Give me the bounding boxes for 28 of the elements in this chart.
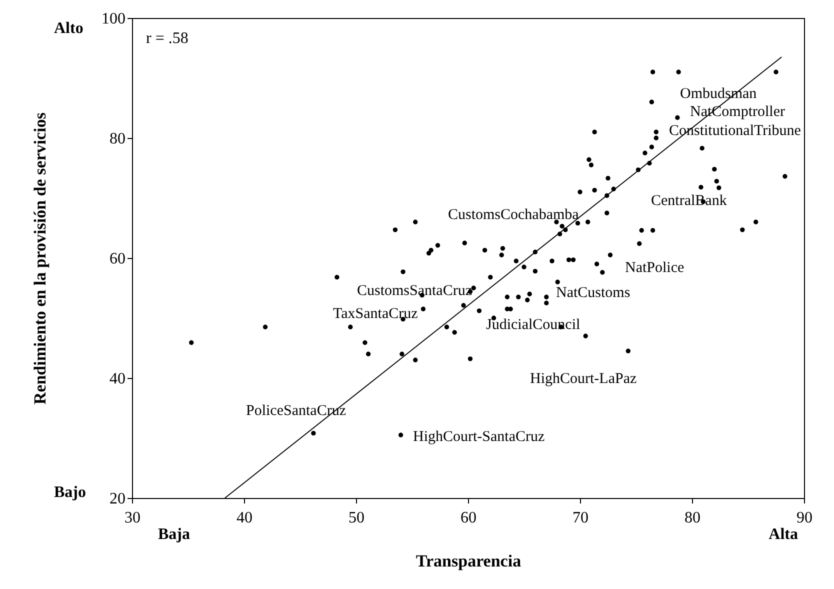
x-tick-label: 80 <box>684 510 700 526</box>
annotation: CustomsCochabamba <box>448 207 580 223</box>
text: Bajo <box>54 484 86 501</box>
x-tick-label: 60 <box>460 510 476 526</box>
text: Alto <box>54 20 84 37</box>
annotation: HighCourt-LaPaz <box>530 371 637 387</box>
y-axis-title: Rendimiento en la provisión de servicios <box>30 112 50 404</box>
annotation: r = .58 <box>146 30 188 47</box>
annotation: CustomsSantaCruz <box>357 283 472 299</box>
y-tick-label: 80 <box>110 130 126 148</box>
annotation: NatCustoms <box>556 285 630 301</box>
annotation: TaxSantaCruz <box>333 306 418 322</box>
x-tick-label: 90 <box>796 510 812 526</box>
annotation: HighCourt-SantaCruz <box>413 429 545 445</box>
x-tick-label: 70 <box>572 510 588 526</box>
y-tick-label: 60 <box>110 250 126 268</box>
annotation: JudicialCouncil <box>486 317 580 333</box>
y-tick-label: 100 <box>102 10 126 28</box>
text: Baja <box>158 526 190 543</box>
annotation: NatPolice <box>625 260 684 276</box>
y-tick-label: 20 <box>110 490 126 508</box>
text: Alta <box>768 526 798 543</box>
x-tick-label: 50 <box>348 510 364 526</box>
x-tick-label: 30 <box>124 510 140 526</box>
annotation: CentralBank <box>651 193 728 209</box>
x-tick-label: 40 <box>236 510 252 526</box>
y-tick-label: 40 <box>110 370 126 388</box>
x-axis-title: Transparencia <box>416 552 522 570</box>
